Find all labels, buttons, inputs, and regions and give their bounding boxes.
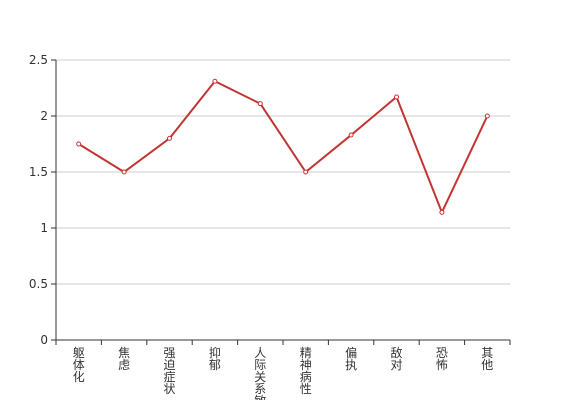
point: [484, 113, 490, 119]
x-tick-label: 其他: [481, 346, 493, 372]
y-tick-label: 1: [40, 221, 48, 235]
point: [348, 132, 354, 138]
point: [257, 101, 263, 107]
x-tick-label: 抑郁: [209, 345, 221, 372]
x-tick-label: 焦虑: [118, 346, 130, 372]
x-tick-label: 恐怖: [436, 346, 448, 372]
y-tick-label: 2: [40, 109, 48, 123]
y-tick-label: 0: [40, 333, 48, 347]
point: [121, 169, 127, 175]
line: [78, 80, 489, 215]
point: [76, 141, 82, 147]
y-tick-label: 0.5: [29, 277, 48, 291]
x-tick-label: 躯体化: [73, 345, 85, 384]
point: [303, 169, 309, 175]
x-tick-label: 人际关系敏感: [254, 346, 266, 400]
x-tick-label: 强迫症状: [163, 346, 175, 396]
point: [212, 78, 218, 84]
y-tick-label: 2.5: [29, 53, 48, 67]
point: [439, 209, 445, 215]
point: [167, 135, 172, 141]
x-tick-label: 精神病性: [300, 346, 312, 396]
x-tick-label: 偏执: [345, 345, 357, 372]
x-tick-label: 敌对: [390, 345, 402, 372]
y-tick-label: 1.5: [29, 165, 48, 179]
point: [394, 94, 399, 100]
